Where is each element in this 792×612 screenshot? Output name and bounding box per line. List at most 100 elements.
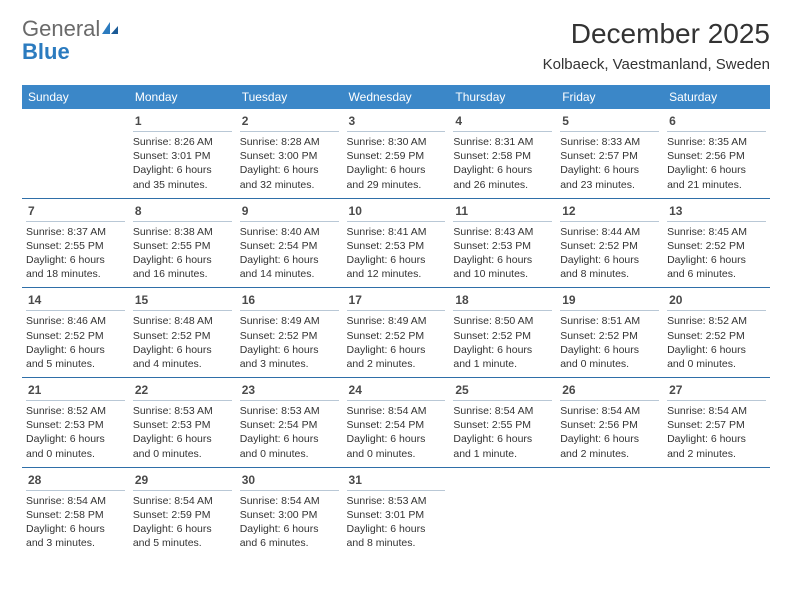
day-sunrise: Sunrise: 8:49 AM bbox=[347, 314, 446, 328]
day-cell: 7 Sunrise: 8:37 AMSunset: 2:55 PMDaylight… bbox=[22, 198, 129, 288]
day-sunrise: Sunrise: 8:53 AM bbox=[240, 404, 339, 418]
week-row: 1Sunrise: 8:26 AMSunset: 3:01 PMDaylight… bbox=[22, 109, 770, 198]
day-cell: 16Sunrise: 8:49 AMSunset: 2:52 PMDayligh… bbox=[236, 288, 343, 378]
day-number: 7 bbox=[26, 202, 125, 222]
day-number: 11 bbox=[453, 202, 552, 222]
day-info: Sunrise: 8:53 AMSunset: 2:53 PMDaylight:… bbox=[133, 404, 232, 461]
day-header-cell: Wednesday bbox=[343, 85, 450, 109]
day-sunrise: Sunrise: 8:54 AM bbox=[133, 494, 232, 508]
day-cell: 4Sunrise: 8:31 AMSunset: 2:58 PMDaylight… bbox=[449, 109, 556, 198]
day-cell: 5 Sunrise: 8:33 AMSunset: 2:57 PMDaylight… bbox=[556, 109, 663, 198]
day-sunrise: Sunrise: 8:51 AM bbox=[560, 314, 659, 328]
day-sunrise: Sunrise: 8:54 AM bbox=[240, 494, 339, 508]
day-cell: 20 Sunrise: 8:52 AMSunset: 2:52 PMDayligh… bbox=[663, 288, 770, 378]
month-title: December 2025 bbox=[543, 18, 770, 50]
day-daylight2: and 0 minutes. bbox=[133, 447, 232, 461]
day-number: 16 bbox=[240, 291, 339, 311]
day-sunset: Sunset: 2:59 PM bbox=[347, 149, 446, 163]
day-daylight2: and 18 minutes. bbox=[26, 267, 125, 281]
day-daylight1: Daylight: 6 hours bbox=[560, 253, 659, 267]
day-info: Sunrise: 8:46 AMSunset: 2:52 PMDaylight:… bbox=[26, 314, 125, 371]
day-sunset: Sunset: 2:54 PM bbox=[240, 418, 339, 432]
day-daylight2: and 0 minutes. bbox=[347, 447, 446, 461]
day-sunrise: Sunrise: 8:31 AM bbox=[453, 135, 552, 149]
day-info: Sunrise: 8:54 AMSunset: 2:55 PMDaylight:… bbox=[453, 404, 552, 461]
day-info: Sunrise: 8:35 AMSunset: 2:56 PMDaylight:… bbox=[667, 135, 766, 192]
day-info: Sunrise: 8:49 AMSunset: 2:52 PMDaylight:… bbox=[347, 314, 446, 371]
day-sunset: Sunset: 2:52 PM bbox=[560, 329, 659, 343]
day-daylight2: and 10 minutes. bbox=[453, 267, 552, 281]
day-daylight1: Daylight: 6 hours bbox=[560, 432, 659, 446]
calendar-body: 1Sunrise: 8:26 AMSunset: 3:01 PMDaylight… bbox=[22, 109, 770, 556]
day-daylight1: Daylight: 6 hours bbox=[133, 253, 232, 267]
week-row: 21Sunrise: 8:52 AMSunset: 2:53 PMDayligh… bbox=[22, 378, 770, 468]
day-daylight2: and 1 minute. bbox=[453, 357, 552, 371]
title-block: December 2025 Kolbaeck, Vaestmanland, Sw… bbox=[543, 18, 770, 73]
day-daylight1: Daylight: 6 hours bbox=[240, 253, 339, 267]
day-sunrise: Sunrise: 8:43 AM bbox=[453, 225, 552, 239]
day-daylight2: and 0 minutes. bbox=[560, 357, 659, 371]
day-daylight2: and 8 minutes. bbox=[560, 267, 659, 281]
day-daylight2: and 2 minutes. bbox=[667, 447, 766, 461]
day-sunrise: Sunrise: 8:49 AM bbox=[240, 314, 339, 328]
day-sunset: Sunset: 2:52 PM bbox=[347, 329, 446, 343]
day-daylight1: Daylight: 6 hours bbox=[133, 522, 232, 536]
day-sunset: Sunset: 2:54 PM bbox=[347, 418, 446, 432]
day-info: Sunrise: 8:54 AMSunset: 2:59 PMDaylight:… bbox=[133, 494, 232, 551]
day-daylight1: Daylight: 6 hours bbox=[240, 343, 339, 357]
day-cell: 19Sunrise: 8:51 AMSunset: 2:52 PMDayligh… bbox=[556, 288, 663, 378]
header: General Blue December 2025 Kolbaeck, Vae… bbox=[22, 18, 770, 73]
day-cell: 14 Sunrise: 8:46 AMSunset: 2:52 PMDayligh… bbox=[22, 288, 129, 378]
day-info: Sunrise: 8:33 AMSunset: 2:57 PMDaylight:… bbox=[560, 135, 659, 192]
day-header-cell: Sunday bbox=[22, 85, 129, 109]
day-sunset: Sunset: 2:52 PM bbox=[667, 329, 766, 343]
day-cell bbox=[556, 467, 663, 556]
day-daylight1: Daylight: 6 hours bbox=[347, 163, 446, 177]
day-number: 28 bbox=[26, 471, 125, 491]
day-info: Sunrise: 8:52 AMSunset: 2:52 PMDaylight:… bbox=[667, 314, 766, 371]
day-daylight2: and 21 minutes. bbox=[667, 178, 766, 192]
day-info: Sunrise: 8:37 AMSunset: 2:55 PMDaylight:… bbox=[26, 225, 125, 282]
day-info: Sunrise: 8:43 AMSunset: 2:53 PMDaylight:… bbox=[453, 225, 552, 282]
day-number: 3 bbox=[347, 112, 446, 132]
day-number: 8 bbox=[133, 202, 232, 222]
day-sunrise: Sunrise: 8:54 AM bbox=[453, 404, 552, 418]
day-daylight2: and 35 minutes. bbox=[133, 178, 232, 192]
day-daylight2: and 12 minutes. bbox=[347, 267, 446, 281]
day-sunset: Sunset: 2:55 PM bbox=[133, 239, 232, 253]
day-sunrise: Sunrise: 8:54 AM bbox=[560, 404, 659, 418]
calendar-table: Sunday Monday Tuesday Wednesday Thursday… bbox=[22, 85, 770, 556]
day-daylight2: and 14 minutes. bbox=[240, 267, 339, 281]
day-number: 6 bbox=[667, 112, 766, 132]
day-info: Sunrise: 8:54 AMSunset: 2:56 PMDaylight:… bbox=[560, 404, 659, 461]
day-sunset: Sunset: 2:55 PM bbox=[453, 418, 552, 432]
day-cell bbox=[663, 467, 770, 556]
day-number: 20 bbox=[667, 291, 766, 311]
day-cell: 27Sunrise: 8:54 AMSunset: 2:57 PMDayligh… bbox=[663, 378, 770, 468]
day-info: Sunrise: 8:30 AMSunset: 2:59 PMDaylight:… bbox=[347, 135, 446, 192]
day-sunset: Sunset: 2:54 PM bbox=[240, 239, 339, 253]
day-cell bbox=[22, 109, 129, 198]
day-sunrise: Sunrise: 8:35 AM bbox=[667, 135, 766, 149]
day-info: Sunrise: 8:54 AMSunset: 2:57 PMDaylight:… bbox=[667, 404, 766, 461]
day-header-cell: Tuesday bbox=[236, 85, 343, 109]
week-row: 28Sunrise: 8:54 AMSunset: 2:58 PMDayligh… bbox=[22, 467, 770, 556]
day-number: 5 bbox=[560, 112, 659, 132]
day-number: 1 bbox=[133, 112, 232, 132]
day-sunset: Sunset: 2:56 PM bbox=[560, 418, 659, 432]
day-daylight1: Daylight: 6 hours bbox=[347, 522, 446, 536]
day-number: 12 bbox=[560, 202, 659, 222]
day-daylight2: and 5 minutes. bbox=[133, 536, 232, 550]
day-info: Sunrise: 8:41 AMSunset: 2:53 PMDaylight:… bbox=[347, 225, 446, 282]
day-sunset: Sunset: 3:01 PM bbox=[347, 508, 446, 522]
day-sunrise: Sunrise: 8:54 AM bbox=[26, 494, 125, 508]
day-sunrise: Sunrise: 8:28 AM bbox=[240, 135, 339, 149]
day-daylight1: Daylight: 6 hours bbox=[26, 343, 125, 357]
day-sunrise: Sunrise: 8:45 AM bbox=[667, 225, 766, 239]
day-number: 14 bbox=[26, 291, 125, 311]
day-daylight2: and 2 minutes. bbox=[347, 357, 446, 371]
day-cell: 31Sunrise: 8:53 AMSunset: 3:01 PMDayligh… bbox=[343, 467, 450, 556]
day-sunrise: Sunrise: 8:48 AM bbox=[133, 314, 232, 328]
day-info: Sunrise: 8:54 AMSunset: 3:00 PMDaylight:… bbox=[240, 494, 339, 551]
day-sunset: Sunset: 2:52 PM bbox=[667, 239, 766, 253]
